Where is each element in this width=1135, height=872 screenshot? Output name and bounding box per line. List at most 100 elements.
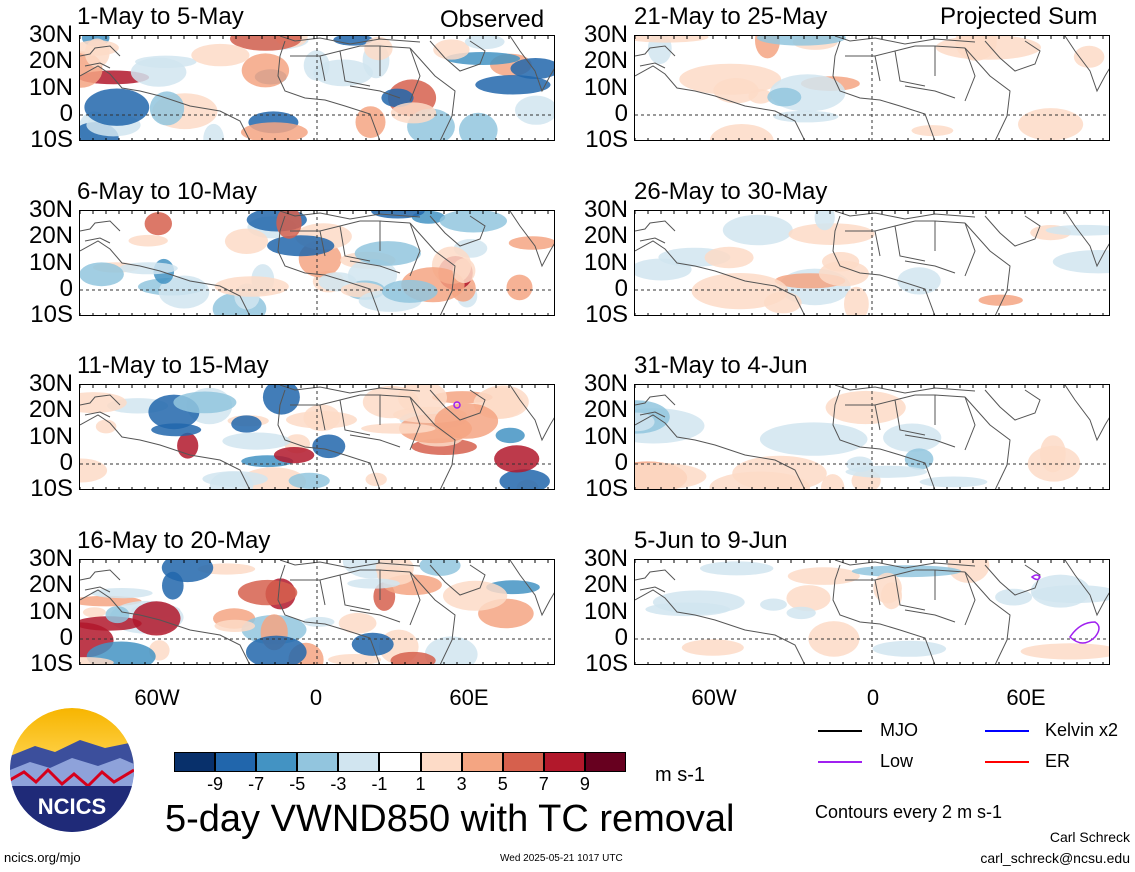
coastline	[639, 237, 666, 244]
coastline	[845, 394, 976, 451]
lat-tick-label: 10N	[583, 423, 628, 450]
wind-anomaly-blob	[679, 63, 782, 95]
map-panel	[79, 35, 555, 141]
wind-anomaly-blob	[820, 474, 845, 489]
coastline	[635, 394, 676, 406]
coastline	[832, 40, 936, 140]
legend-label-kelvin: Kelvin x2	[1045, 720, 1119, 740]
lat-tick-label: 10N	[583, 249, 628, 276]
panel-title: 6-May to 10-May	[77, 178, 258, 205]
wind-anomaly-blob	[645, 602, 730, 617]
panel-title: 11-May to 15-May	[77, 352, 269, 379]
wind-anomaly-blob	[80, 392, 127, 414]
lat-tick-label: 10S	[585, 475, 628, 502]
coastline	[639, 62, 666, 69]
legend-label-low: Low	[880, 751, 914, 771]
coastline	[635, 414, 806, 489]
coastline	[1064, 211, 1109, 268]
coastline	[409, 396, 456, 489]
colorbar-swatch	[502, 752, 544, 772]
site-link[interactable]: ncics.org/mjo	[4, 850, 81, 865]
coastline	[635, 65, 806, 140]
lat-tick-label: 0	[614, 449, 628, 476]
wind-anomaly-blob	[144, 212, 172, 236]
panel-title: 1-May to 5-May	[77, 3, 244, 30]
coastline	[277, 40, 381, 140]
colorbar-tick-label: -3	[330, 774, 347, 794]
lat-tick-label: 10S	[585, 126, 628, 153]
wind-anomaly-blob	[459, 112, 498, 140]
chart-title: 5-day VWND850 with TC removal	[165, 798, 735, 840]
legend-label-mjo: MJO	[880, 720, 918, 740]
wind-anomaly-blob	[1052, 250, 1109, 274]
wind-anomaly-blob	[86, 641, 156, 664]
coastline	[80, 414, 251, 489]
coastline	[834, 211, 976, 220]
colorbar-swatch	[584, 752, 626, 772]
wind-anomaly-blob	[135, 55, 197, 68]
colorbar-swatch	[297, 752, 339, 772]
lat-tick-label: 10S	[30, 650, 73, 677]
lat-tick-label: 10S	[30, 475, 73, 502]
map-panel	[79, 559, 555, 665]
colorbar-tick-label: -1	[371, 774, 388, 794]
coastline	[984, 389, 1041, 421]
wind-anomaly-blob	[328, 654, 382, 664]
lat-tick-label: 30N	[28, 196, 73, 223]
coastline	[509, 36, 554, 93]
wind-anomaly-blob	[128, 234, 168, 247]
wind-anomaly-blob	[704, 246, 754, 269]
coastline	[80, 240, 251, 315]
legend-line-kelvin	[985, 730, 1029, 732]
lat-tick-label: 10N	[28, 74, 73, 101]
wind-anomaly-blob	[494, 445, 540, 473]
map-panel	[634, 559, 1110, 665]
wind-anomaly-blob	[424, 636, 478, 664]
wind-anomaly-blob	[873, 572, 902, 604]
contour-note: Contours every 2 m s-1	[815, 802, 1003, 822]
coastline	[984, 215, 1041, 247]
coastline	[279, 211, 421, 220]
wind-anomaly-blob	[722, 214, 793, 246]
map-panel	[634, 210, 1110, 316]
coastline	[290, 569, 421, 626]
wind-anomaly-blob	[978, 294, 1023, 306]
coastline	[834, 36, 976, 45]
coastline	[429, 215, 486, 247]
coastline	[429, 389, 486, 421]
coastline	[429, 40, 486, 72]
coastline	[1064, 385, 1109, 442]
wind-anomaly-blob	[105, 606, 130, 624]
coastline	[84, 62, 111, 69]
map-panel	[79, 384, 555, 490]
wind-anomaly-blob	[354, 241, 421, 266]
wind-anomaly-blob	[390, 651, 436, 664]
legend-line-low	[818, 761, 862, 763]
coastline	[984, 564, 1041, 596]
wind-anomaly-blob	[635, 36, 709, 43]
coastline	[964, 571, 1011, 664]
coastline	[279, 560, 421, 569]
colorbar-tick-label: -5	[289, 774, 306, 794]
wind-anomaly-blob	[161, 560, 214, 583]
wind-anomaly-blob	[1020, 643, 1109, 660]
coastline	[80, 220, 121, 232]
wind-anomaly-blob	[382, 279, 438, 303]
coastline	[80, 569, 121, 581]
wind-anomaly-blob	[919, 476, 988, 488]
wind-anomaly-blob	[759, 422, 868, 456]
author-email[interactable]: carl_schreck@ncsu.edu	[980, 850, 1130, 866]
coastline	[832, 215, 936, 315]
colorbar-tick-label: 3	[456, 774, 467, 794]
coastline	[277, 389, 381, 489]
coastline	[80, 589, 251, 664]
coastline	[1064, 560, 1109, 617]
wind-anomaly-blob	[419, 560, 461, 576]
wind-anomaly-blob	[276, 211, 302, 239]
colorbar-tick-label: -7	[248, 774, 265, 794]
wind-anomaly-blob	[935, 36, 1041, 60]
wind-anomaly-blob	[439, 211, 507, 233]
lat-tick-label: 0	[59, 449, 73, 476]
wind-anomaly-blob	[80, 657, 114, 664]
lat-tick-label: 10S	[30, 301, 73, 328]
